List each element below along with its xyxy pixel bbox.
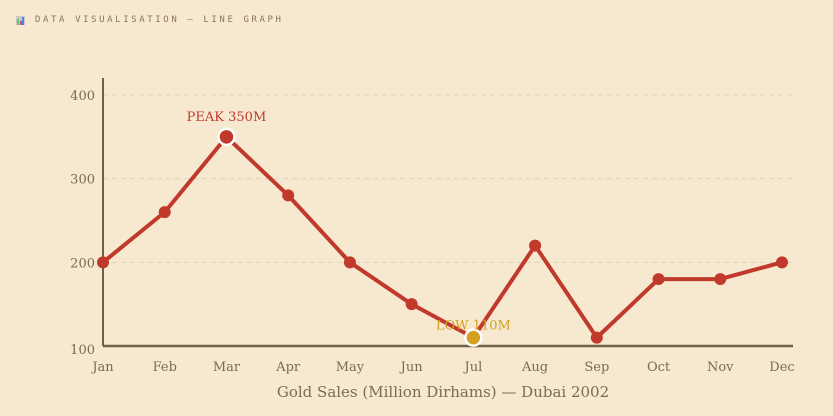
header: DATA VISUALISATION — LINE GRAPH bbox=[16, 15, 284, 25]
annotation-label: LOW 110M bbox=[436, 319, 511, 334]
x-tick-label: Jun bbox=[399, 360, 424, 375]
x-tick-label: Feb bbox=[153, 360, 177, 375]
x-tick-label: Aug bbox=[521, 360, 548, 375]
data-point bbox=[158, 206, 171, 219]
x-tick-label: Sep bbox=[584, 360, 609, 375]
x-tick-label: Mar bbox=[213, 360, 241, 375]
x-tick-label: Nov bbox=[707, 360, 734, 375]
data-point bbox=[282, 189, 295, 202]
y-tick-label: 100 bbox=[70, 343, 95, 358]
x-tick-label: Jan bbox=[90, 360, 114, 375]
header-title: DATA VISUALISATION — LINE GRAPH bbox=[35, 15, 284, 25]
annotation-label: PEAK 350M bbox=[187, 110, 267, 125]
annotated-point bbox=[464, 328, 483, 347]
y-tick-label: 300 bbox=[70, 173, 95, 188]
x-axis-label: Gold Sales (Million Dirhams) — Dubai 200… bbox=[277, 383, 609, 401]
x-tick-label: Apr bbox=[275, 360, 301, 375]
data-point bbox=[343, 256, 356, 269]
x-tick-label: May bbox=[336, 360, 365, 375]
x-tick-label: Dec bbox=[769, 360, 794, 375]
y-tick-label: 200 bbox=[70, 256, 95, 271]
annotated-point bbox=[217, 127, 236, 147]
data-point bbox=[529, 239, 542, 252]
data-point bbox=[714, 273, 727, 286]
x-tick-label: Oct bbox=[647, 360, 671, 375]
data-point bbox=[97, 256, 109, 269]
bar-chart-icon bbox=[16, 15, 25, 25]
data-point bbox=[652, 273, 665, 286]
series-line bbox=[101, 134, 783, 340]
data-point bbox=[590, 331, 603, 344]
data-point bbox=[776, 256, 788, 269]
x-tick-label: Jul bbox=[462, 360, 482, 375]
data-point bbox=[405, 298, 418, 311]
y-tick-label: 400 bbox=[70, 89, 95, 104]
